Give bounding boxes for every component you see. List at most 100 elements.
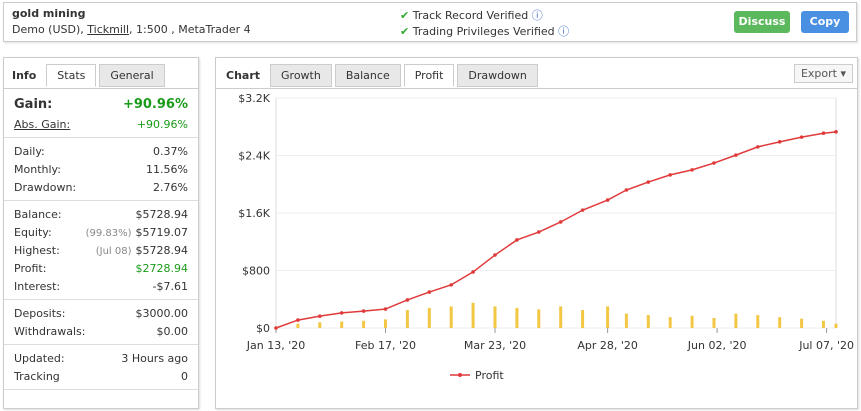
stat-value-wrap: -$7.61	[153, 280, 188, 293]
stat-row: Tracking 0	[4, 367, 198, 385]
stat-value: $5728.94	[135, 207, 189, 221]
stat-label: Daily:	[14, 144, 45, 158]
bar	[646, 315, 650, 328]
title: gold mining	[12, 7, 86, 20]
bar	[734, 313, 738, 328]
stat-label: Abs. Gain:	[14, 117, 71, 131]
chart: $0 $800 $1.6K $2.4K $3.2K Jan 13, '20 Feb 17, …	[238, 92, 854, 382]
tab[interactable]: Growth	[270, 64, 332, 87]
stat-label: Interest:	[14, 279, 61, 293]
point	[383, 307, 388, 311]
point	[646, 180, 651, 184]
y-tick-label: $800	[242, 265, 270, 278]
stat-value: -$7.61	[152, 279, 188, 293]
tabs: Chart Growth Balance Profit Drawdown	[216, 58, 857, 89]
bar	[712, 317, 716, 328]
stat-value: 3 Hours ago	[121, 351, 188, 365]
point	[536, 230, 541, 234]
point	[471, 270, 475, 274]
bar	[537, 309, 541, 328]
point	[449, 283, 453, 287]
panel-title: Info	[12, 69, 37, 82]
export-button[interactable]: Export ▾	[793, 64, 853, 83]
y-tick-label: $0	[256, 322, 270, 335]
stat-value-wrap: +90.96%	[137, 118, 188, 131]
stat-label: Tracking	[14, 369, 60, 383]
discuss-button[interactable]: Discuss	[734, 11, 790, 33]
tabs: Info Stats General	[4, 58, 198, 89]
y-tick-label: $1.6K	[238, 207, 270, 220]
tab[interactable]: Balance	[334, 64, 401, 87]
point	[821, 131, 826, 136]
stat-value: +90.96%	[122, 96, 188, 112]
stat-group: Updated: 3 Hours ago Tracking 0	[4, 345, 198, 390]
bar	[834, 323, 838, 328]
bar	[340, 321, 344, 328]
verified: ✔ Track Record Verified ⓘ	[400, 9, 543, 22]
bar	[756, 315, 760, 328]
point	[712, 161, 716, 165]
point	[405, 298, 410, 302]
point	[799, 135, 804, 139]
stat-group: Deposits: $3000.00 Withdrawals: $0.00	[4, 300, 198, 345]
point	[734, 153, 738, 157]
bar	[427, 307, 431, 328]
stat-value: $5719.07	[135, 225, 189, 239]
tab[interactable]: Stats	[46, 64, 97, 87]
stat-value-wrap: $3000.00	[136, 307, 189, 320]
tab[interactable]: Drawdown	[457, 64, 538, 87]
tab[interactable]: Profit	[403, 64, 455, 87]
stat-value: 0.37%	[153, 144, 188, 158]
stat-value: $0.00	[156, 324, 189, 338]
y-tick-label: $2.4K	[238, 150, 270, 163]
x-tick-label: Jul 07, '20	[798, 339, 854, 352]
stat-row: Deposits: $3000.00	[4, 304, 198, 322]
broker-link[interactable]: Tickmill	[87, 23, 130, 36]
header: gold mining Demo (USD), Tickmill, 1:500 …	[3, 2, 857, 42]
point	[755, 145, 760, 149]
stat-value: 11.56%	[146, 162, 188, 176]
bar	[449, 306, 453, 328]
point	[361, 309, 366, 313]
point	[558, 220, 563, 224]
stat-row: Highest: (Jul 08) $5728.94	[4, 241, 198, 259]
bar	[778, 317, 782, 328]
stat-value: $2728.94	[135, 261, 189, 275]
stat-row: Withdrawals: $0.00	[4, 322, 198, 340]
bar	[383, 319, 387, 328]
stat-group: Gain: +90.96% Abs. Gain: +90.96%	[4, 89, 198, 138]
legend-label: Profit	[475, 369, 504, 382]
point	[296, 318, 300, 322]
x-tick-label: Jun 02, '20	[687, 339, 747, 352]
stat-value: 0	[181, 369, 188, 383]
stat-row: Abs. Gain: +90.96%	[4, 115, 198, 133]
stat-row: Gain: +90.96%	[4, 93, 198, 115]
point	[317, 314, 322, 318]
panel-title: Chart	[226, 69, 261, 82]
x-tick-label: Apr 28, '20	[577, 339, 638, 352]
stat-label: Highest:	[14, 243, 60, 257]
stat-value: 2.76%	[153, 180, 188, 194]
bar	[690, 315, 694, 328]
stat-label: Withdrawals:	[14, 324, 86, 338]
stat-row: Interest: -$7.61	[4, 277, 198, 295]
stat-label: Equity:	[14, 225, 52, 239]
stat-value-wrap: $5728.94	[136, 208, 189, 221]
stats: Gain: +90.96% Abs. Gain: +90.96% Daily: 0.37%…	[4, 89, 198, 390]
legend-dot	[458, 373, 462, 377]
export-text: Export	[800, 67, 837, 80]
stat-row: Daily: 0.37%	[4, 142, 198, 160]
stat-group: Balance: $5728.94 Equity: (99.83%) $5719.07 H…	[4, 201, 198, 300]
stat-value-wrap: (99.83%) $5719.07	[86, 226, 188, 239]
stat-row: Drawdown: 2.76%	[4, 178, 198, 196]
point	[580, 208, 585, 212]
point	[834, 130, 838, 134]
point	[624, 188, 629, 192]
stat-label: Deposits:	[14, 306, 66, 320]
stat-label: Drawdown:	[14, 180, 77, 194]
tab[interactable]: General	[99, 64, 165, 87]
bar	[296, 323, 300, 328]
y-tick-label: $3.2K	[238, 92, 270, 105]
bar	[515, 307, 519, 328]
copy-button[interactable]: Copy	[801, 11, 849, 33]
